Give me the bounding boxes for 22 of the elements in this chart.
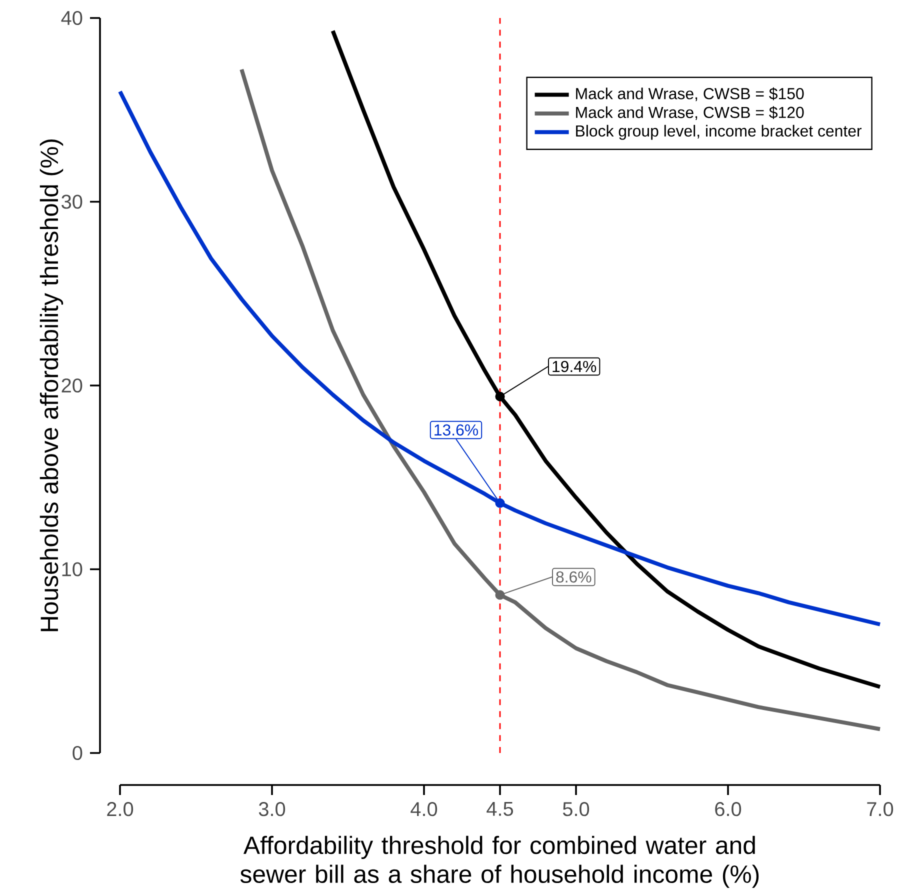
- point: [495, 392, 505, 402]
- y-tick-label: 0: [72, 746, 82, 760]
- point: [495, 498, 505, 508]
- y-tick-label: 30: [62, 194, 82, 209]
- point: [495, 590, 505, 600]
- legend-label: Mack and Wrase, CWSB = $150: [576, 87, 804, 102]
- x-tick-label: 3.0: [258, 802, 286, 816]
- data-label: 19.4%: [552, 360, 596, 372]
- legend-label: Block group level, income bracket center: [576, 124, 862, 140]
- x-tick-label: 5.0: [562, 802, 590, 816]
- data-label: 13.6%: [434, 424, 478, 436]
- x-tick-label: 6.0: [715, 802, 742, 816]
- x-tick-label: 4.0: [410, 802, 438, 816]
- legend-label: Mack and Wrase, CWSB = $120: [576, 106, 804, 120]
- x-tick-label: 4.5: [486, 802, 514, 816]
- x-tick-label: 7.0: [867, 802, 894, 816]
- x-tick-label: 2.0: [107, 802, 134, 816]
- y-tick-label: 20: [62, 378, 82, 393]
- y-tick-label: 10: [62, 562, 82, 576]
- y-tick-label: 40: [61, 10, 82, 26]
- x-axis-title: Affordability threshold for combined water and sewer bill as a share of household income (%): [240, 836, 759, 888]
- data-label: 8.6%: [556, 571, 592, 583]
